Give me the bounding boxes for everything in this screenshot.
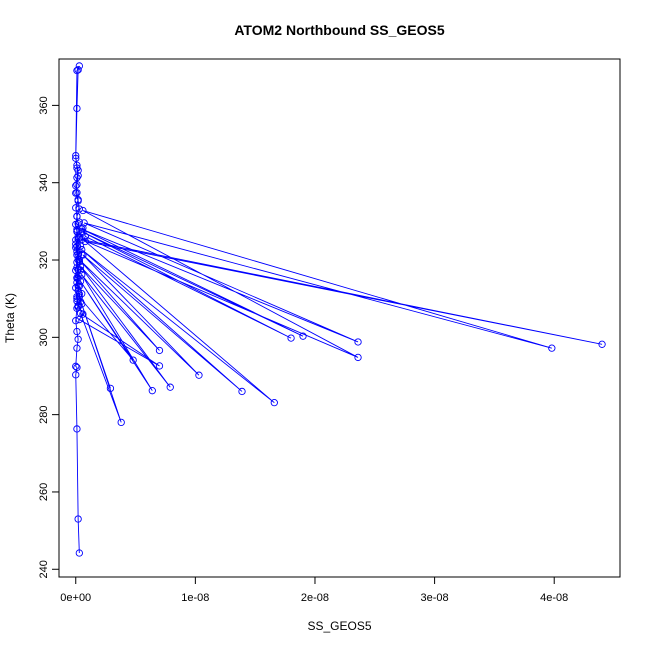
data-point [75, 549, 83, 557]
data-point [287, 334, 295, 342]
chart-title: ATOM2 Northbound SS_GEOS5 [234, 22, 444, 38]
x-tick-label: 3e-08 [421, 592, 449, 604]
data-point [75, 315, 83, 324]
data-point [155, 346, 164, 355]
data-point [74, 233, 82, 241]
data-point [73, 225, 81, 234]
series-layer [72, 62, 606, 557]
data-point [195, 371, 203, 379]
data-point [73, 425, 81, 433]
data-point [74, 255, 82, 264]
data-point [79, 251, 87, 259]
data-point [78, 245, 86, 254]
data-point [74, 172, 82, 180]
data-point [270, 399, 278, 407]
x-tick-label: 1e-08 [181, 592, 209, 604]
y-axis-label: Theta (K) [3, 293, 17, 343]
data-point [238, 387, 246, 396]
y-tick-label: 240 [38, 560, 50, 578]
data-point [74, 335, 82, 343]
y-tick-label: 320 [38, 251, 50, 269]
y-tick-label: 280 [38, 405, 50, 423]
data-point [72, 220, 80, 229]
data-point [81, 237, 89, 246]
data-point [72, 362, 80, 370]
data-point [78, 227, 86, 236]
y-tick-label: 340 [38, 174, 50, 192]
data-point [166, 383, 174, 391]
data-point [74, 286, 82, 295]
data-point [78, 300, 86, 308]
data-point [72, 151, 80, 160]
data-point [354, 338, 362, 346]
data-point [74, 271, 82, 279]
data-point [80, 219, 88, 227]
data-point [75, 282, 83, 290]
data-point [75, 218, 83, 226]
data-point [73, 295, 81, 303]
data-point [72, 182, 80, 190]
data-point [76, 262, 85, 271]
data-point [72, 371, 80, 379]
data-point [73, 264, 81, 272]
data-point [73, 104, 81, 113]
data-point [75, 205, 83, 213]
data-point [79, 228, 87, 236]
data-point [78, 225, 86, 233]
data-point [598, 340, 606, 348]
data-point [74, 302, 82, 310]
data-point [74, 197, 82, 205]
data-point [73, 344, 81, 352]
data-point [76, 277, 85, 285]
data-point [73, 278, 81, 287]
data-point [74, 515, 82, 523]
y-tick-label: 360 [38, 96, 50, 114]
data-point [73, 161, 81, 169]
data-point [79, 310, 87, 318]
data-point [73, 66, 81, 75]
y-tick-label: 300 [38, 328, 50, 346]
data-point [72, 154, 80, 163]
x-axis: 0e+00 1e-08 2e-08 3e-08 4e-08 [60, 576, 568, 604]
x-axis-label: SS_GEOS5 [307, 619, 371, 633]
data-point [73, 174, 81, 182]
data-point [75, 62, 83, 70]
series-line [75, 65, 603, 554]
x-tick-label: 2e-08 [301, 592, 329, 604]
data-point [117, 418, 125, 427]
data-point [73, 247, 81, 256]
data-point [106, 384, 115, 393]
data-point [148, 387, 156, 395]
data-point [72, 240, 80, 248]
data-point [155, 362, 164, 370]
data-point [73, 164, 81, 172]
data-point [72, 317, 80, 325]
y-axis: 240 260 280 300 320 340 360 [38, 96, 60, 578]
data-point [299, 332, 307, 340]
data-point [79, 206, 87, 215]
data-point [129, 356, 137, 364]
data-point [548, 344, 556, 352]
data-point [354, 353, 362, 362]
y-tick-label: 260 [38, 483, 50, 501]
x-tick-label: 4e-08 [540, 592, 568, 604]
data-point [73, 180, 81, 189]
data-point [72, 189, 80, 197]
data-point [72, 204, 80, 212]
data-point [73, 363, 81, 372]
data-point [75, 290, 83, 298]
x-tick-label: 0e+00 [60, 592, 91, 604]
data-point [73, 327, 81, 336]
data-point [74, 66, 82, 74]
